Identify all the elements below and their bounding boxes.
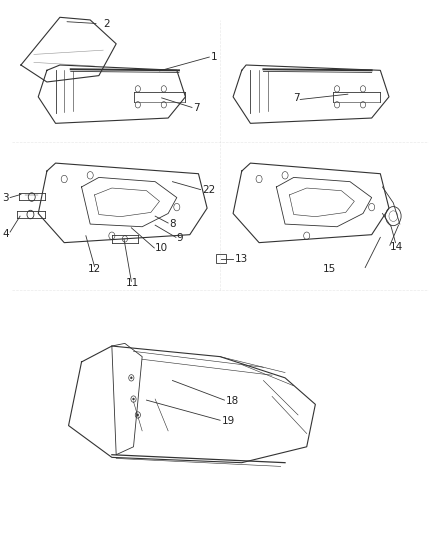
Text: 10: 10 [155, 244, 168, 254]
Text: 13: 13 [234, 254, 247, 264]
Text: 7: 7 [293, 93, 300, 103]
Circle shape [131, 377, 132, 379]
Text: 22: 22 [202, 185, 215, 195]
Text: 14: 14 [390, 242, 403, 252]
Circle shape [133, 398, 134, 400]
Text: 3: 3 [3, 192, 9, 203]
Text: 18: 18 [226, 395, 239, 406]
Text: 8: 8 [170, 219, 176, 229]
Text: 7: 7 [193, 103, 200, 113]
Text: 19: 19 [221, 416, 235, 426]
FancyBboxPatch shape [216, 254, 226, 263]
Text: 1: 1 [211, 52, 217, 62]
Text: 12: 12 [88, 264, 101, 273]
Text: 11: 11 [126, 278, 139, 288]
Circle shape [137, 414, 139, 416]
Text: 9: 9 [177, 233, 184, 243]
Text: 15: 15 [323, 264, 336, 274]
Text: 4: 4 [3, 229, 9, 239]
Text: 2: 2 [103, 19, 110, 29]
